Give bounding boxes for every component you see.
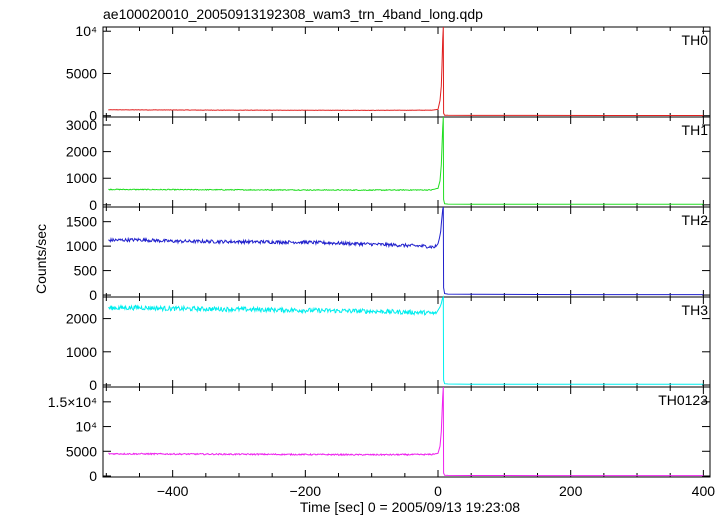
x-tick-label: 200	[559, 483, 583, 499]
y-tick-label: 10⁴	[75, 419, 97, 435]
panel-label: TH1	[682, 122, 709, 138]
y-tick-label: 2000	[66, 144, 97, 160]
y-tick-label: 1000	[66, 238, 97, 254]
chart-title: ae100020010_20050913192308_wam3_trn_4ban…	[103, 6, 483, 22]
panel-th2: 0 500 1000 1500 TH2	[66, 206, 711, 303]
panel-th1: 0 1000 2000 3000 TH1	[66, 116, 711, 213]
series-line-th3	[108, 295, 704, 385]
y-tick-label: 500	[74, 263, 98, 279]
panel-th0: 0 5000 10⁴ TH0	[66, 23, 711, 124]
panel-frame	[102, 26, 711, 118]
panel-frame	[102, 116, 711, 208]
series-line-th1	[108, 116, 704, 205]
series-line-th2	[108, 206, 704, 296]
panel-label: TH0123	[658, 392, 708, 408]
y-tick-label: 5000	[66, 65, 97, 81]
y-tick-label: 0	[89, 377, 97, 393]
series-line-th0123	[108, 386, 704, 477]
y-tick-label: 1000	[66, 170, 97, 186]
y-tick-label: 10⁴	[75, 23, 97, 39]
y-tick-label: 0	[89, 287, 97, 303]
x-tick-label: −400	[157, 483, 189, 499]
y-tick-label: 1000	[66, 344, 97, 360]
y-tick-label: 0	[89, 468, 97, 484]
panel-frame	[102, 206, 711, 298]
y-axis-label: Counts/sec	[33, 224, 49, 294]
x-tick-label: 400	[692, 483, 716, 499]
y-tick-label: 1500	[66, 214, 97, 230]
panel-frame	[102, 296, 711, 388]
panel-label: TH0	[682, 32, 709, 48]
y-tick-label: 3000	[66, 117, 97, 133]
panel-label: TH3	[682, 302, 709, 318]
y-tick-label: 5000	[66, 443, 97, 459]
y-tick-label: 0	[89, 108, 97, 124]
x-axis-label: Time [sec] 0 = 2005/09/13 19:23:08	[300, 499, 520, 515]
panel-label: TH2	[682, 212, 709, 228]
y-tick-label: 2000	[66, 311, 97, 327]
panel-th0123: 0 5000 10⁴ 1.5×10⁴ TH0123	[48, 386, 711, 484]
x-tick-label: 0	[434, 483, 442, 499]
panel-th3: 0 1000 2000 TH3	[66, 295, 711, 393]
y-tick-label: 0	[89, 197, 97, 213]
x-tick-label: −200	[290, 483, 322, 499]
series-line-th0	[108, 26, 704, 116]
panel-frame	[102, 386, 711, 478]
y-tick-label: 1.5×10⁴	[48, 394, 97, 410]
